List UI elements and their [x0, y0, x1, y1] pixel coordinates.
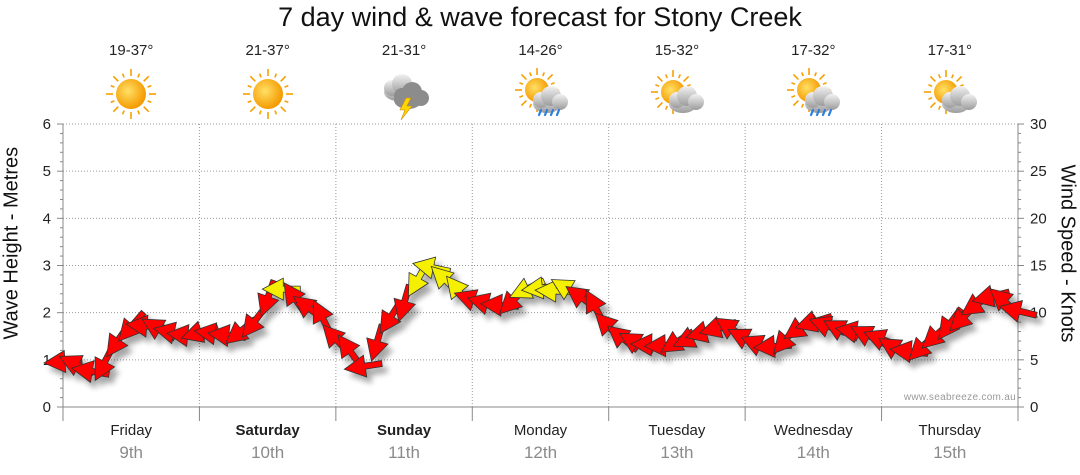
day-label-saturday: Saturday: [235, 422, 300, 439]
right-tick-label: 25: [1030, 163, 1047, 180]
day-temp-saturday: 21-37°: [245, 42, 290, 59]
right-tick-label: 0: [1030, 399, 1038, 416]
day-date-sunday: 11th: [388, 443, 420, 462]
sun-rain-icon: [513, 66, 569, 122]
left-tick-label: 3: [43, 258, 51, 275]
wind-arrow: [343, 354, 383, 378]
day-date-tuesday: 13th: [660, 443, 694, 462]
left-tick-label: 5: [43, 163, 51, 180]
day-label-monday: Monday: [513, 422, 568, 439]
day-label-tuesday: Tuesday: [648, 422, 706, 439]
wind-arrow: [998, 300, 1038, 323]
right-axis-title: Wind Speed - Knots: [1056, 164, 1079, 343]
partly-cloudy-icon: [922, 66, 978, 122]
right-tick-label: 30: [1030, 116, 1047, 133]
left-tick-label: 6: [43, 116, 51, 133]
day-temp-monday: 14-26°: [518, 42, 563, 59]
day-label-friday: Friday: [110, 422, 153, 439]
sun-rain-icon: [785, 66, 841, 122]
grid: [63, 123, 1018, 407]
right-tick-label: 15: [1030, 258, 1047, 275]
day-temp-thursday: 17-31°: [927, 42, 972, 59]
storm-icon: [376, 66, 432, 122]
day-date-thursday: 15th: [933, 443, 967, 462]
left-axis-title: Wave Height - Metres: [0, 146, 23, 340]
right-tick-label: 5: [1030, 352, 1038, 369]
left-tick-label: 4: [43, 210, 51, 227]
chart-title: 7 day wind & wave forecast for Stony Cre…: [278, 2, 802, 32]
day-temp-wednesday: 17-32°: [791, 42, 836, 59]
wind-arrows: [43, 256, 1038, 384]
wind-arrow: [971, 284, 1011, 308]
day-temp-friday: 19-37°: [109, 42, 154, 59]
day-temp-tuesday: 15-32°: [654, 42, 700, 59]
left-tick-label: 2: [43, 305, 51, 322]
right-tick-label: 20: [1030, 210, 1047, 227]
sunny-icon: [103, 66, 159, 122]
wind-arrow: [261, 277, 301, 301]
day-date-saturday: 10th: [251, 443, 285, 462]
partly-cloudy-icon: [649, 66, 705, 122]
day-date-friday: 9th: [119, 443, 144, 462]
wind-arrow: [366, 323, 389, 362]
day-label-sunday: Sunday: [376, 422, 432, 439]
left-tick-label: 0: [43, 399, 51, 416]
day-label-thursday: Thursday: [918, 422, 982, 439]
sunny-icon: [240, 66, 296, 122]
watermark: www.seabreeze.com.au: [903, 392, 1016, 403]
day-date-wednesday: 14th: [796, 443, 830, 462]
day-date-monday: 12th: [523, 443, 558, 462]
day-label-wednesday: Wednesday: [773, 422, 853, 439]
left-tick-label: 1: [43, 352, 51, 369]
day-temp-sunday: 21-31°: [381, 42, 427, 59]
